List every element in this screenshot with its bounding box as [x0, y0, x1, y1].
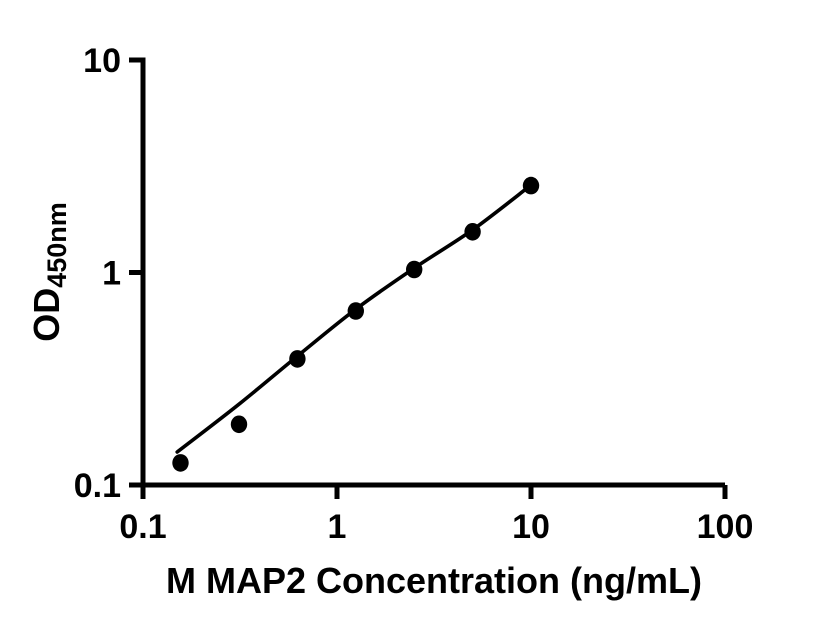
- y-axis-title-main: OD: [26, 287, 67, 342]
- axis-lines: [140, 57, 725, 488]
- data-point: [289, 350, 306, 368]
- data-point: [464, 223, 481, 241]
- data-series: [172, 176, 540, 472]
- y-axis-title-subscript: 450nm: [42, 202, 72, 288]
- y-tick-label: 10: [83, 42, 121, 80]
- data-point: [522, 176, 540, 195]
- y-tick-label: 0.1: [74, 467, 121, 505]
- y-tick-label: 1: [102, 255, 121, 293]
- plot-axes: 0.1 1 10 0.1 1 10 100: [74, 42, 754, 546]
- data-point: [230, 415, 248, 434]
- data-point: [347, 302, 364, 320]
- x-tick-label: 100: [697, 508, 754, 546]
- x-tick-label: 1: [328, 508, 347, 546]
- x-tick-label: 10: [512, 508, 550, 546]
- x-axis-title: M MAP2 Concentration (ng/mL): [166, 560, 702, 601]
- data-point: [172, 454, 189, 472]
- x-tick-label: 0.1: [119, 508, 166, 546]
- y-axis-title: OD450nm: [18, 157, 76, 387]
- data-point: [406, 260, 423, 279]
